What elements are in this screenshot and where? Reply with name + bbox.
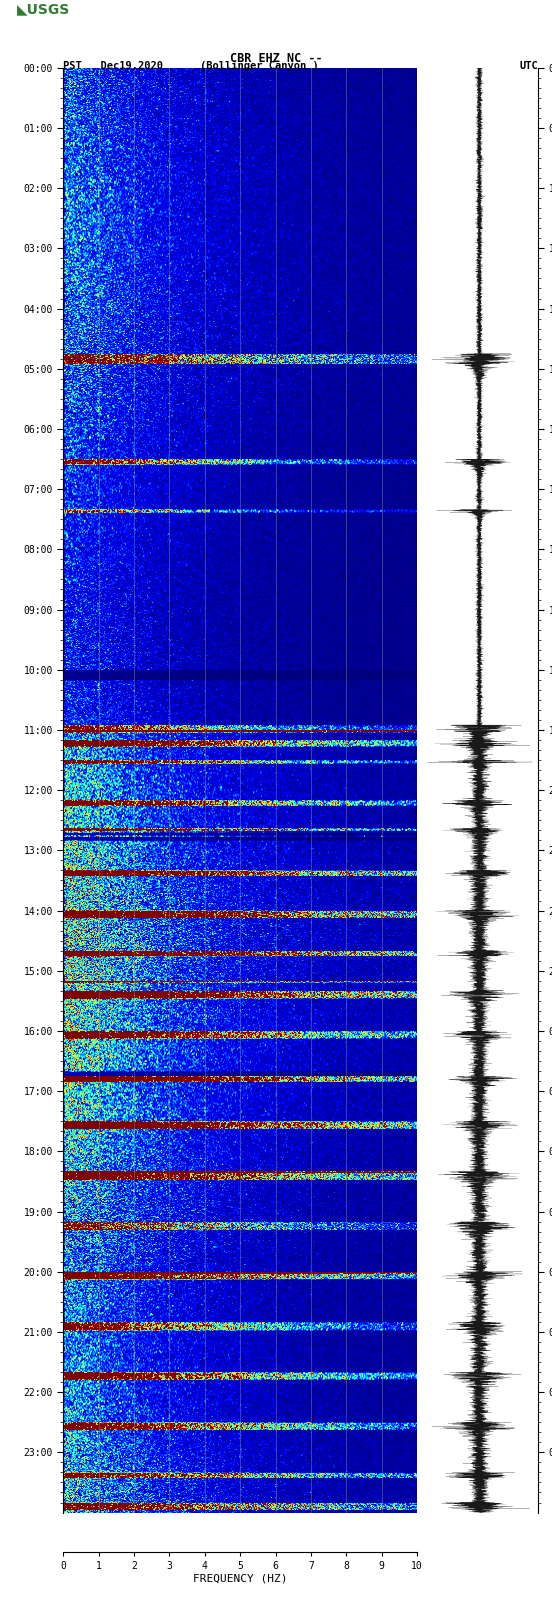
Text: PST   Dec19,2020: PST Dec19,2020 xyxy=(63,61,163,71)
Text: (Bollinger Canyon ): (Bollinger Canyon ) xyxy=(200,61,319,71)
X-axis label: FREQUENCY (HZ): FREQUENCY (HZ) xyxy=(193,1574,288,1584)
Text: CBR EHZ NC --: CBR EHZ NC -- xyxy=(230,52,322,66)
Text: UTC: UTC xyxy=(519,61,538,71)
Text: ◣USGS: ◣USGS xyxy=(17,3,70,16)
